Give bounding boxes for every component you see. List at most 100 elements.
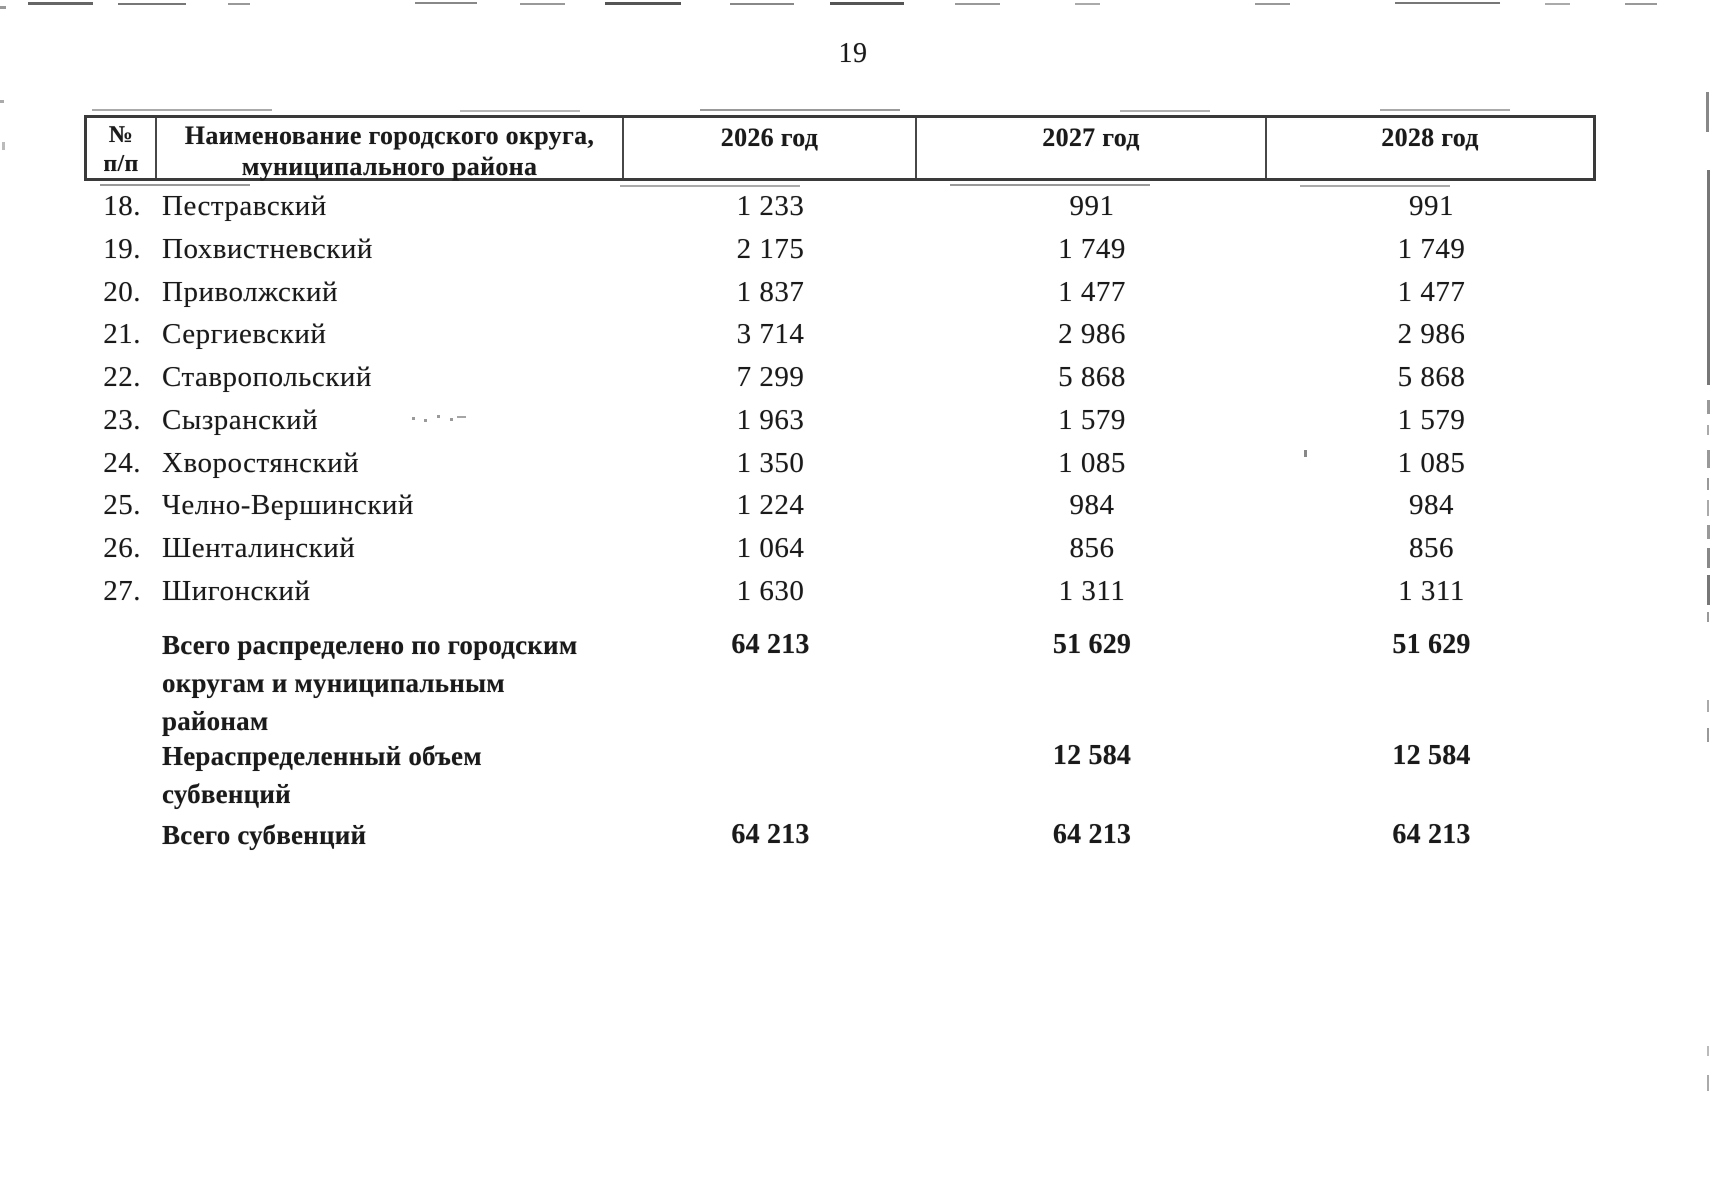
scan-artifact bbox=[1706, 92, 1709, 132]
scan-artifact bbox=[1707, 1075, 1709, 1091]
district-name: Приволжский bbox=[162, 276, 339, 308]
row-number: 25. bbox=[103, 489, 141, 521]
header-cell-number: № п/п bbox=[87, 118, 157, 178]
header-cell-year-2028: 2028 год bbox=[1381, 123, 1479, 152]
summary-label: Всего субвенций bbox=[162, 820, 367, 850]
district-name: Хворостянский bbox=[162, 447, 360, 479]
value-2027: 5 868 bbox=[1058, 361, 1126, 393]
scan-artifact bbox=[460, 110, 580, 112]
row-number: 18. bbox=[103, 190, 141, 222]
scan-artifact bbox=[228, 3, 250, 5]
row-number: 27. bbox=[103, 575, 141, 607]
scan-artifact bbox=[730, 3, 794, 5]
value-2026: 1 064 bbox=[736, 532, 805, 564]
scan-artifact bbox=[1707, 450, 1710, 468]
scan-artifact bbox=[1707, 548, 1710, 568]
value-2026: 1 963 bbox=[736, 404, 805, 436]
value-2028: 991 bbox=[1409, 190, 1454, 222]
value-2028: 1 579 bbox=[1397, 404, 1466, 436]
district-name: Челно-Вершинский bbox=[162, 489, 414, 521]
scan-artifact bbox=[1707, 170, 1710, 385]
header-number-line2: п/п bbox=[103, 151, 139, 177]
page-number: 19 bbox=[838, 38, 868, 69]
header-number-line1: № bbox=[108, 122, 134, 148]
header-name-line2: муниципального района bbox=[241, 152, 538, 181]
table-row: 25. Челно-Вершинский 1 224 984 984 bbox=[84, 484, 1596, 526]
summary-value-2028: 51 629 bbox=[1392, 629, 1471, 660]
summary-value-2027: 64 213 bbox=[1052, 819, 1132, 850]
header-cell-year-2027: 2027 год bbox=[917, 118, 1267, 178]
value-2028: 1 311 bbox=[1398, 575, 1465, 607]
value-2027: 984 bbox=[1069, 489, 1115, 521]
value-2027: 1 477 bbox=[1058, 276, 1126, 308]
summary-value-2027: 12 584 bbox=[1052, 740, 1132, 771]
district-name: Похвистневский bbox=[162, 233, 373, 265]
value-2028: 984 bbox=[1409, 489, 1454, 521]
value-2026: 3 714 bbox=[736, 318, 805, 350]
value-2028: 2 986 bbox=[1397, 318, 1466, 350]
scan-artifact bbox=[0, 6, 6, 9]
district-name: Шенталинский bbox=[162, 532, 356, 564]
table-row: 20. Приволжский 1 837 1 477 1 477 bbox=[84, 271, 1596, 313]
value-2026: 1 233 bbox=[736, 190, 805, 222]
summary-value-2026: 64 213 bbox=[731, 819, 810, 850]
value-2027: 1 749 bbox=[1058, 233, 1126, 265]
scan-artifact bbox=[1707, 1046, 1709, 1056]
table-header: № п/п Наименование городского округа, му… bbox=[84, 115, 1596, 181]
row-number: 21. bbox=[103, 318, 141, 350]
row-number: 23. bbox=[103, 404, 141, 436]
scan-artifact bbox=[92, 109, 272, 111]
scan-artifact bbox=[1707, 500, 1709, 516]
scan-artifact bbox=[28, 2, 93, 5]
header-cell-year-2026: 2026 год bbox=[624, 118, 917, 178]
scan-artifact bbox=[415, 2, 477, 4]
header-cell-name: Наименование городского округа, муниципа… bbox=[157, 118, 624, 181]
value-2028: 1 085 bbox=[1397, 447, 1466, 479]
table-row: 21. Сергиевский 3 714 2 986 2 986 bbox=[84, 313, 1596, 355]
summary-value-2027: 51 629 bbox=[1052, 629, 1132, 660]
scan-artifact bbox=[830, 2, 904, 5]
row-number: 26. bbox=[103, 532, 141, 564]
table-row: 23. Сызранский 1 963 1 579 1 579 bbox=[84, 399, 1596, 441]
row-number: 19. bbox=[103, 233, 141, 265]
header-name-line1: Наименование городского округа, bbox=[184, 121, 595, 150]
value-2027: 856 bbox=[1069, 532, 1115, 564]
scan-artifact bbox=[1707, 525, 1710, 539]
table-row: 24. Хворостянский 1 350 1 085 1 085 bbox=[84, 442, 1596, 484]
value-2027: 991 bbox=[1069, 190, 1115, 222]
value-2028: 5 868 bbox=[1397, 361, 1466, 393]
value-2027: 1 085 bbox=[1058, 447, 1126, 479]
scan-artifact bbox=[1707, 425, 1709, 435]
value-2028: 1 749 bbox=[1397, 233, 1466, 265]
value-2027: 1 579 bbox=[1058, 404, 1126, 436]
scan-artifact bbox=[1707, 612, 1709, 622]
scan-artifact bbox=[1545, 3, 1570, 5]
scan-artifact bbox=[1120, 110, 1210, 112]
scan-artifact bbox=[118, 3, 186, 5]
scan-artifact bbox=[1075, 3, 1100, 5]
table-row: 22. Ставропольский 7 299 5 868 5 868 bbox=[84, 356, 1596, 398]
district-name: Сергиевский bbox=[162, 318, 327, 350]
scan-artifact bbox=[955, 3, 1000, 5]
table-row: 27. Шигонский 1 630 1 311 1 311 bbox=[84, 570, 1596, 612]
summary-value-2028: 12 584 bbox=[1392, 740, 1471, 771]
district-name: Сызранский bbox=[162, 404, 319, 436]
value-2027: 2 986 bbox=[1058, 318, 1126, 350]
scan-artifact bbox=[0, 100, 4, 103]
scan-artifact bbox=[700, 109, 900, 111]
district-name: Шигонский bbox=[162, 575, 311, 607]
value-2026: 1 630 bbox=[736, 575, 805, 607]
district-name: Ставропольский bbox=[162, 361, 372, 393]
summary-label: Всего распределено по городским округам и… bbox=[162, 630, 578, 736]
scan-artifact bbox=[1707, 728, 1709, 742]
table-row: 26. Шенталинский 1 064 856 856 bbox=[84, 527, 1596, 569]
scan-artifact bbox=[1707, 478, 1709, 490]
table-row: 19. Похвистневский 2 175 1 749 1 749 bbox=[84, 228, 1596, 270]
summary-label: Нераспределенный объем субвенций bbox=[162, 741, 482, 809]
scan-artifact bbox=[1380, 109, 1510, 111]
scan-artifact bbox=[1255, 3, 1290, 5]
row-number: 24. bbox=[103, 447, 141, 479]
scan-artifact bbox=[2, 142, 5, 150]
value-2028: 1 477 bbox=[1397, 276, 1466, 308]
